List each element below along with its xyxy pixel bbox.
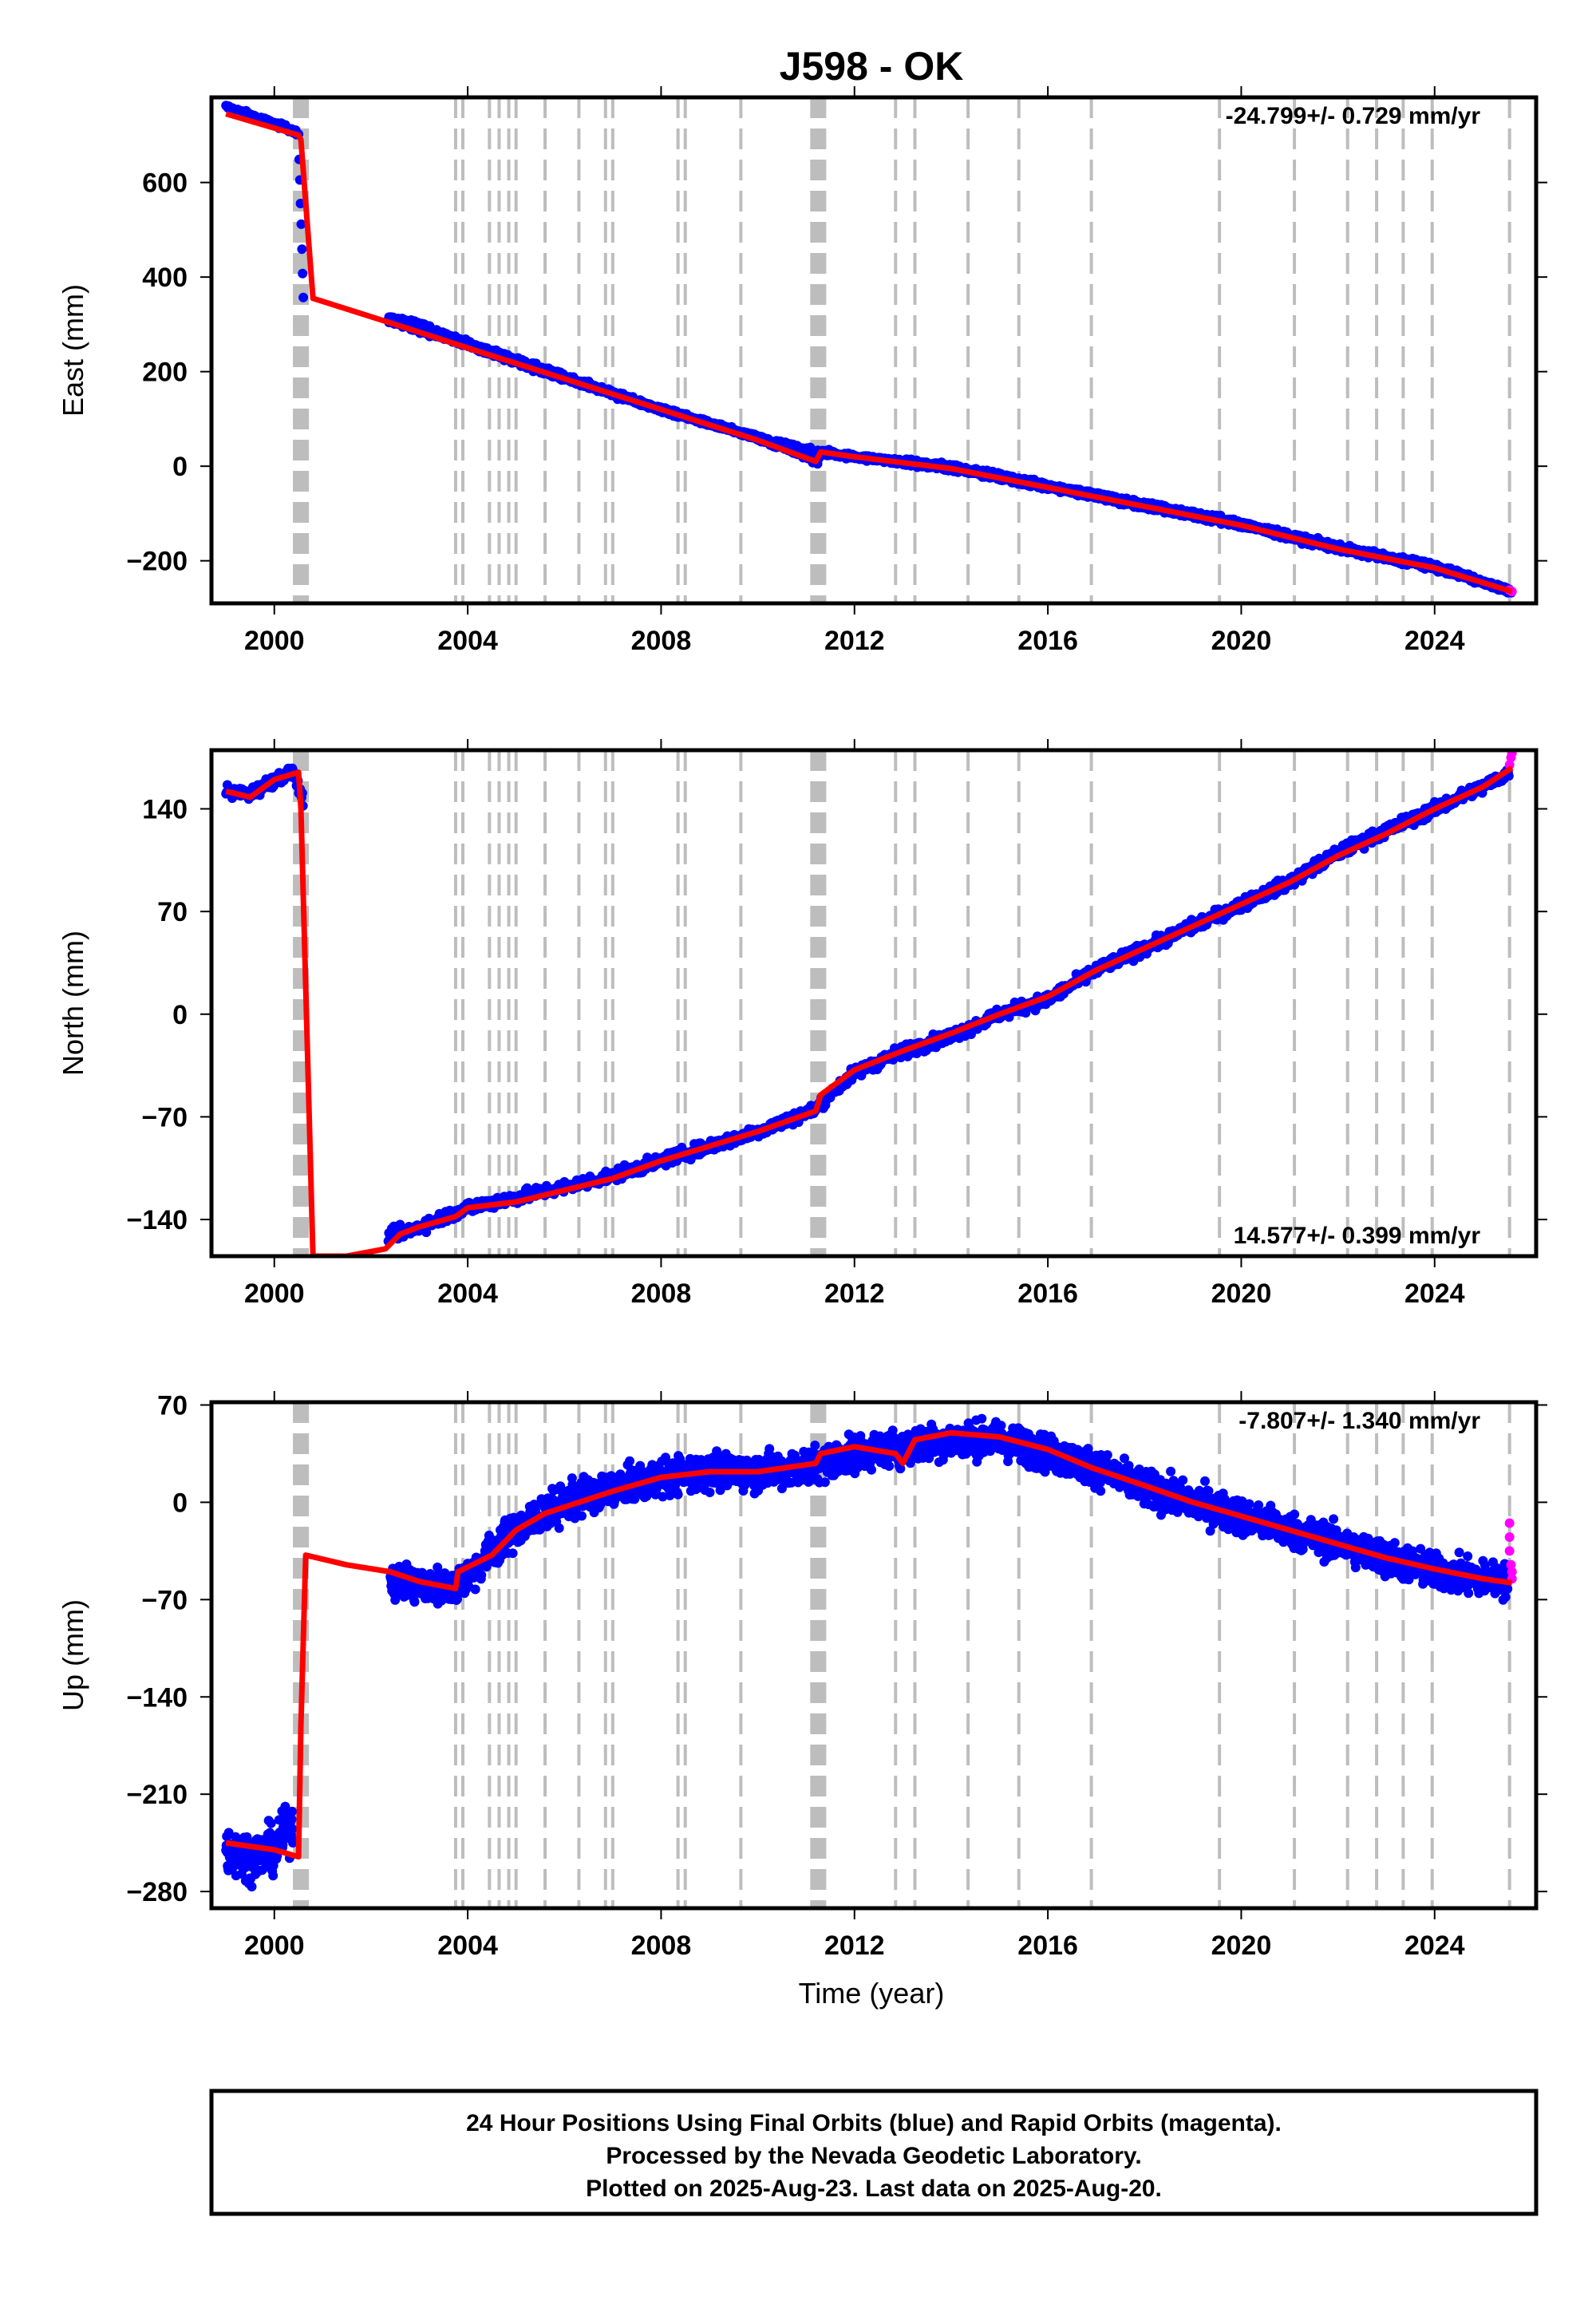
data-point <box>296 219 306 229</box>
chart-title: J598 - OK <box>780 44 964 89</box>
panel-north: 2000 2004 2008 2012 2016 2020 2024−140−7007014… <box>57 739 1547 1309</box>
data-point <box>298 268 308 279</box>
y-tick-label: 600 <box>142 168 188 199</box>
panels-container: 2000 2004 2008 2012 2016 2020 2024 −200 0 200 400 6… <box>57 86 1547 1961</box>
plot-frame <box>209 95 1539 606</box>
y-tick-label: 400 <box>142 263 188 293</box>
x-tick-label: 2000 <box>244 626 305 656</box>
x-tick-label: 2024 <box>1404 626 1465 656</box>
x-tick-label: 2020 <box>1211 626 1272 656</box>
y-tick-label: 200 <box>142 358 188 388</box>
final-orbit-points <box>221 763 1514 1247</box>
model-line <box>225 111 1513 595</box>
data-point <box>421 1227 432 1238</box>
data-point <box>298 292 309 302</box>
x-tick-label: 2016 <box>1017 626 1078 656</box>
y-tick-label: −200 <box>126 547 188 577</box>
rate-label: -24.799+/- 0.729 mm/yr <box>1226 103 1481 129</box>
y-tick-label: 0 <box>172 452 188 482</box>
y-axis-label: East (mm) <box>57 284 89 417</box>
panel-east: 2000 2004 2008 2012 2016 2020 2024 −200 0 200 400 6… <box>57 86 1547 656</box>
x-tick-label: 2008 <box>631 626 692 656</box>
x-tick-label: 2012 <box>824 626 885 656</box>
final-orbit-points <box>221 101 1516 598</box>
x-tick-label: 2004 <box>437 626 498 656</box>
plot-area <box>221 750 1517 1256</box>
plot-area <box>221 97 1517 603</box>
data-point <box>297 244 307 255</box>
